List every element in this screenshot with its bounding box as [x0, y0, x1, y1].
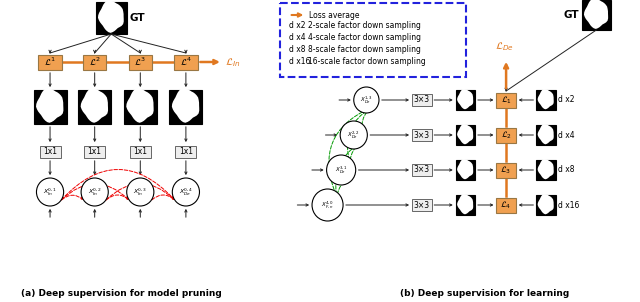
Circle shape — [172, 178, 200, 206]
Bar — [456, 125, 475, 145]
Text: 3×3: 3×3 — [413, 165, 429, 175]
Polygon shape — [538, 89, 554, 109]
Bar — [536, 125, 556, 145]
Text: $\mathcal{L}^2$: $\mathcal{L}^2$ — [89, 56, 100, 68]
Bar — [456, 160, 475, 180]
Text: $\mathcal{L}^4$: $\mathcal{L}^4$ — [180, 56, 192, 68]
Polygon shape — [538, 124, 554, 144]
FancyBboxPatch shape — [412, 94, 431, 106]
FancyBboxPatch shape — [497, 162, 516, 178]
Text: d x16: d x16 — [559, 201, 580, 210]
Polygon shape — [584, 0, 608, 29]
Text: $\mathcal{L}_{De}$: $\mathcal{L}_{De}$ — [495, 40, 514, 53]
Bar — [536, 195, 556, 215]
Text: Loss average: Loss average — [309, 11, 360, 20]
Bar — [78, 90, 111, 124]
Text: 1x1: 1x1 — [43, 147, 57, 156]
FancyBboxPatch shape — [412, 199, 431, 211]
Polygon shape — [172, 88, 199, 123]
Text: $X^{0,3}_{In}$: $X^{0,3}_{In}$ — [133, 186, 147, 198]
Polygon shape — [538, 159, 554, 179]
Text: $X^{0,2}_{In}$: $X^{0,2}_{In}$ — [88, 186, 102, 198]
FancyBboxPatch shape — [280, 3, 467, 77]
Text: (b) Deep supervision for learning: (b) Deep supervision for learning — [400, 290, 570, 298]
Text: $\mathcal{L}_3$: $\mathcal{L}_3$ — [500, 164, 512, 176]
FancyBboxPatch shape — [130, 146, 151, 158]
Text: $X^{4,0}_{F,n}$: $X^{4,0}_{F,n}$ — [321, 200, 334, 210]
FancyBboxPatch shape — [412, 129, 431, 141]
Bar — [170, 90, 202, 124]
Text: $\mathcal{L}_{In}$: $\mathcal{L}_{In}$ — [225, 56, 240, 69]
FancyBboxPatch shape — [84, 146, 105, 158]
Text: d x16: d x16 — [289, 57, 310, 66]
Circle shape — [36, 178, 63, 206]
Text: $\mathcal{L}^1$: $\mathcal{L}^1$ — [44, 56, 56, 68]
Circle shape — [127, 178, 154, 206]
Text: d x8: d x8 — [289, 46, 305, 54]
FancyBboxPatch shape — [497, 127, 516, 143]
Bar — [456, 90, 475, 110]
Text: 1x1: 1x1 — [179, 147, 193, 156]
Text: 1x1: 1x1 — [133, 147, 147, 156]
Polygon shape — [36, 88, 63, 123]
Polygon shape — [538, 194, 554, 214]
FancyBboxPatch shape — [497, 198, 516, 213]
FancyBboxPatch shape — [38, 54, 61, 69]
Text: $X^{1,3}_{De}$: $X^{1,3}_{De}$ — [360, 94, 373, 106]
Polygon shape — [98, 1, 124, 33]
Bar — [33, 90, 67, 124]
Polygon shape — [457, 89, 473, 109]
Text: $\mathcal{L}_2$: $\mathcal{L}_2$ — [500, 129, 511, 141]
Text: (a) Deep supervision for model pruning: (a) Deep supervision for model pruning — [20, 290, 221, 298]
Bar — [95, 2, 127, 34]
Text: 4-scale factor down sampling: 4-scale factor down sampling — [308, 34, 421, 43]
FancyBboxPatch shape — [40, 146, 61, 158]
Text: d x8: d x8 — [559, 165, 575, 175]
Text: d x4: d x4 — [559, 130, 575, 140]
Bar — [536, 160, 556, 180]
Text: 3×3: 3×3 — [413, 130, 429, 140]
FancyBboxPatch shape — [129, 54, 152, 69]
Bar — [582, 0, 611, 30]
Text: d x4: d x4 — [289, 34, 305, 43]
Text: GT: GT — [130, 13, 145, 23]
Text: $\mathcal{L}_1$: $\mathcal{L}_1$ — [500, 94, 511, 106]
Text: $\mathcal{L}^3$: $\mathcal{L}^3$ — [134, 56, 146, 68]
Circle shape — [340, 121, 367, 149]
Text: $X^{3,1}_{De}$: $X^{3,1}_{De}$ — [335, 164, 348, 176]
Text: $\mathcal{L}_4$: $\mathcal{L}_4$ — [500, 199, 512, 211]
Circle shape — [354, 87, 379, 113]
FancyBboxPatch shape — [175, 146, 196, 158]
Text: $X^{0,1}_{In}$: $X^{0,1}_{In}$ — [43, 186, 57, 198]
FancyBboxPatch shape — [174, 54, 198, 69]
FancyBboxPatch shape — [412, 164, 431, 176]
Bar — [124, 90, 157, 124]
Text: 8-scale factor down sampling: 8-scale factor down sampling — [308, 46, 421, 54]
Text: 1x1: 1x1 — [88, 147, 102, 156]
Polygon shape — [457, 159, 473, 179]
Text: $X^{2,2}_{De}$: $X^{2,2}_{De}$ — [348, 129, 360, 141]
Text: $X^{0,4}_{De}$: $X^{0,4}_{De}$ — [179, 186, 193, 198]
Polygon shape — [81, 88, 108, 123]
Polygon shape — [126, 88, 154, 123]
Text: 2-scale factor down sampling: 2-scale factor down sampling — [308, 21, 421, 31]
Bar — [536, 90, 556, 110]
FancyBboxPatch shape — [83, 54, 106, 69]
Circle shape — [326, 155, 356, 185]
Text: d x2: d x2 — [289, 21, 305, 31]
Bar — [456, 195, 475, 215]
Text: 3×3: 3×3 — [413, 95, 429, 104]
Text: 3×3: 3×3 — [413, 201, 429, 210]
Circle shape — [312, 189, 343, 221]
Circle shape — [81, 178, 108, 206]
Text: 16-scale factor down sampling: 16-scale factor down sampling — [308, 57, 426, 66]
Text: d x2: d x2 — [559, 95, 575, 104]
Text: GT: GT — [563, 10, 579, 20]
Polygon shape — [457, 124, 473, 144]
FancyBboxPatch shape — [497, 92, 516, 108]
Polygon shape — [457, 194, 473, 214]
